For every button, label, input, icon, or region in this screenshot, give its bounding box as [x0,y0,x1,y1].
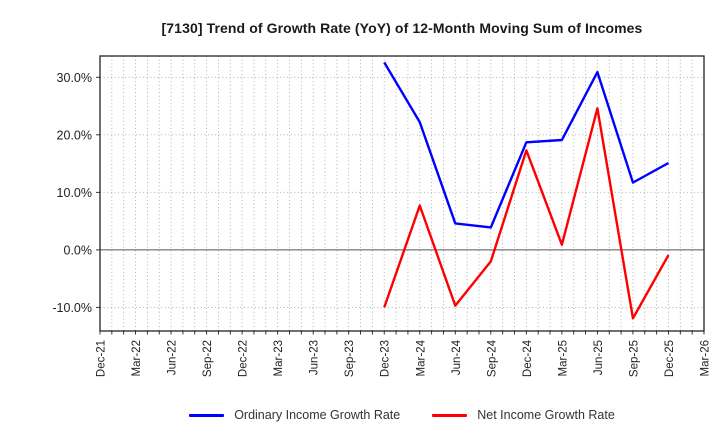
x-tick-label: Jun-25 [593,340,605,375]
x-tick-label: Jun-23 [309,340,321,375]
chart-title: [7130] Trend of Growth Rate (YoY) of 12-… [161,20,643,36]
legend-item-ordinary-income: Ordinary Income Growth Rate [189,408,400,422]
x-tick-label: Jun-24 [451,339,463,375]
y-tick-label: 30.0% [57,71,92,85]
x-tick-label: Jun-22 [167,340,179,375]
legend-line-sample-blue-icon [189,413,225,417]
x-tick-label: Dec-22 [238,340,250,377]
series-line-ordinary-income-growth-rate [383,61,670,229]
y-tick-label: -10.0% [52,301,92,315]
x-tick-label: Mar-23 [273,340,285,376]
x-tick-label: Mar-22 [131,340,143,376]
x-tick-label: Mar-26 [700,340,712,376]
y-tick-label: 20.0% [57,128,92,142]
legend-label: Net Income Growth Rate [477,408,615,422]
x-tick-label: Dec-24 [522,339,534,377]
y-tick-label: 10.0% [57,186,92,200]
x-tick-label: Sep-24 [486,339,498,377]
x-tick-label: Sep-25 [628,340,640,377]
x-tick-label: Mar-25 [557,340,569,376]
legend: Ordinary Income Growth Rate Net Income G… [100,404,704,426]
x-tick-label: Sep-22 [202,340,214,377]
x-tick-label: Sep-23 [344,340,356,377]
legend-line-sample-red-icon [432,413,468,417]
legend-item-net-income: Net Income Growth Rate [432,408,615,422]
x-tick-label: Dec-23 [380,340,392,377]
x-tick-label: Dec-21 [96,340,108,377]
series-line-net-income-growth-rate [383,107,670,320]
plot-frame [99,55,705,332]
legend-label: Ordinary Income Growth Rate [234,408,401,422]
x-tick-label: Mar-24 [415,339,427,376]
y-tick-label: 0.0% [64,243,93,257]
x-tick-label: Dec-25 [664,340,676,377]
